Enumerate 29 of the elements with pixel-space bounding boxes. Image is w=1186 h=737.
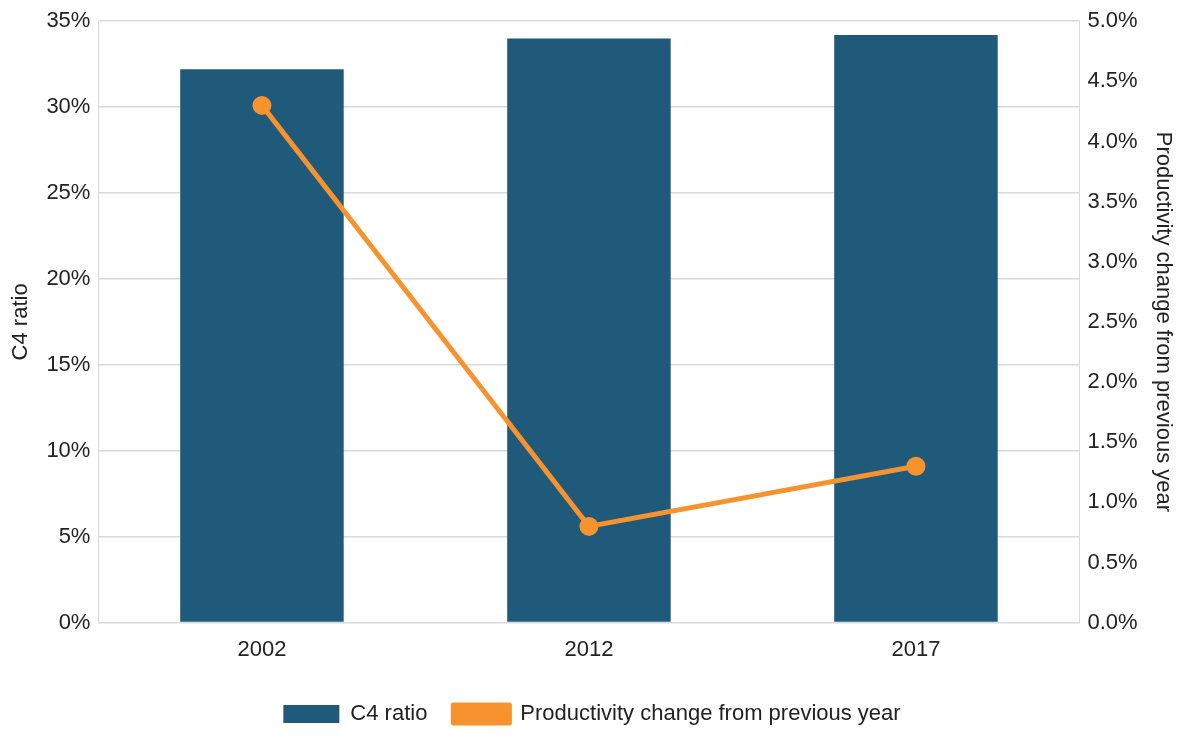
x-tick-label: 2002 — [237, 635, 287, 661]
x-tick-label: 2017 — [891, 635, 941, 661]
y-tick-label: 15% — [46, 350, 91, 376]
y-tick-label: 10% — [46, 436, 91, 462]
point — [252, 95, 272, 115]
y-tick-label: 0% — [58, 608, 91, 634]
y2-tick-label: 2.5% — [1087, 307, 1138, 333]
y2-tick-label: 5.0% — [1087, 7, 1138, 33]
legend-label: Productivity change from previous year — [520, 700, 901, 726]
y2-tick-label: 1.5% — [1087, 428, 1138, 454]
y-axis-title: C4 ratio — [7, 283, 33, 361]
y2-tick-label: 4.0% — [1087, 127, 1138, 153]
y-tick-label: 5% — [58, 522, 91, 548]
y2-axis-title: Productivity change from previous year — [1151, 131, 1177, 513]
y2-tick-label: 0.0% — [1087, 608, 1138, 634]
y2-tick-label: 3.5% — [1087, 187, 1138, 213]
y-tick-label: 35% — [46, 7, 91, 33]
y-tick-label: 30% — [46, 93, 91, 119]
y2-tick-label: 4.5% — [1087, 67, 1138, 93]
point — [579, 516, 599, 536]
y2-tick-label: 0.5% — [1087, 548, 1138, 574]
y-tick-label: 20% — [46, 265, 91, 291]
y-tick-label: 25% — [46, 179, 91, 205]
y2-tick-label: 2.0% — [1087, 368, 1138, 394]
y2-tick-label: 3.0% — [1087, 247, 1138, 273]
y2-tick-label: 1.0% — [1087, 488, 1138, 514]
legend-label: C4 ratio — [350, 700, 428, 726]
point — [906, 456, 926, 476]
x-tick-label: 2012 — [564, 635, 614, 661]
